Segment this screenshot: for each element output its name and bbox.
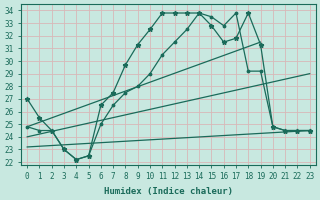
X-axis label: Humidex (Indice chaleur): Humidex (Indice chaleur) [104, 187, 233, 196]
